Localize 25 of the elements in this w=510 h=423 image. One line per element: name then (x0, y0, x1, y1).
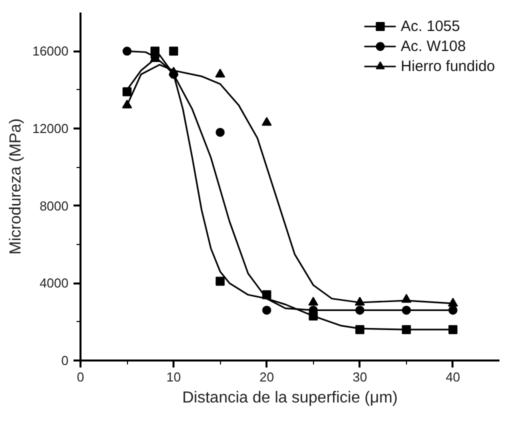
point (262, 117, 272, 126)
y-tick-label: 8000 (40, 198, 68, 214)
x-tick-label: 40 (446, 370, 460, 384)
y-tick-label: 4000 (40, 276, 68, 291)
legend-label: Ac. W108 (400, 38, 466, 54)
legend-label: Hierro fundido (400, 58, 495, 74)
point (216, 128, 225, 137)
point (169, 46, 178, 56)
x-tick-label: 20 (259, 370, 274, 384)
point (308, 296, 318, 306)
point (215, 68, 226, 78)
y-axis-title: Microdureza (MPa) (7, 118, 24, 255)
x-axis-title: Distancia de la superficie (μm) (182, 390, 398, 406)
point (122, 87, 132, 96)
legend-label: Ac. 1055 (400, 18, 460, 34)
point (216, 276, 225, 286)
point (262, 306, 272, 315)
point (122, 100, 132, 108)
x-tick-label: 0 (76, 370, 84, 384)
y-tick-label: 16000 (32, 44, 69, 59)
y-tick-label: 0 (61, 353, 69, 368)
x-tick-label: 10 (166, 370, 181, 384)
x-tick-label: 30 (352, 370, 368, 384)
y-tick-label: 12000 (32, 121, 69, 136)
point (448, 325, 458, 334)
